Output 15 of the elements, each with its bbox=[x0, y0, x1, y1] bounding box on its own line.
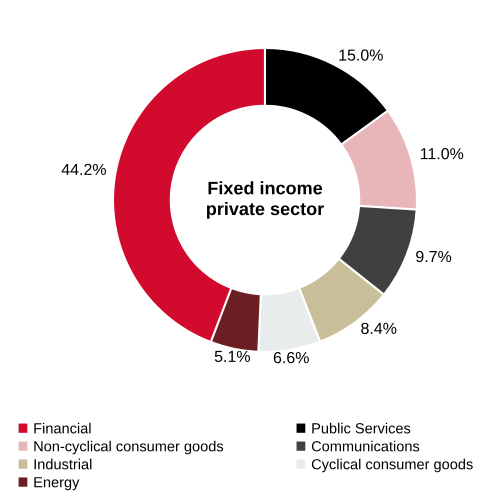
legend-label: Non-cyclical consumer goods bbox=[34, 440, 224, 454]
data-label: 15.0% bbox=[339, 49, 383, 61]
data-label: 11.0% bbox=[420, 148, 464, 160]
text: Fixed income private sector bbox=[206, 181, 324, 219]
legend-label: Industrial bbox=[34, 458, 92, 470]
data-label: 5.1% bbox=[214, 350, 250, 362]
data-label: 44.2% bbox=[62, 164, 106, 176]
legend-label: Cyclical consumer goods bbox=[312, 458, 473, 472]
legend-label: Public Services bbox=[312, 422, 410, 434]
legend-label: Financial bbox=[34, 422, 91, 434]
data-label: 9.7% bbox=[416, 250, 452, 262]
legend-label: Communications bbox=[312, 440, 420, 452]
legend-label: Energy bbox=[34, 477, 80, 490]
data-label: 6.6% bbox=[274, 352, 309, 364]
data-label: 8.4% bbox=[361, 322, 396, 334]
